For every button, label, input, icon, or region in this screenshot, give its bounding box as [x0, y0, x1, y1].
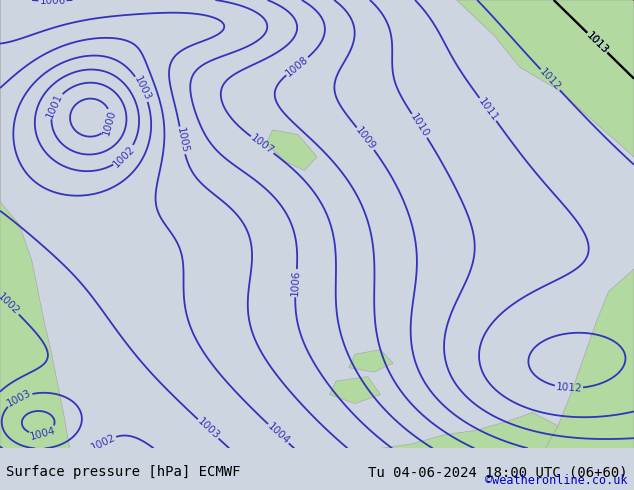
Text: 1003: 1003: [5, 388, 33, 409]
Text: 1002: 1002: [112, 144, 138, 169]
Text: Surface pressure [hPa] ECMWF: Surface pressure [hPa] ECMWF: [6, 465, 241, 479]
Text: 1005: 1005: [175, 126, 190, 154]
Text: 1006: 1006: [39, 0, 65, 6]
Text: 1009: 1009: [354, 125, 377, 152]
Text: 1011: 1011: [476, 96, 500, 123]
Text: 1004: 1004: [29, 425, 57, 441]
Text: 1003: 1003: [132, 75, 153, 103]
Polygon shape: [456, 0, 634, 157]
Text: 1002: 1002: [89, 432, 117, 453]
Text: 1012: 1012: [555, 382, 583, 393]
Text: 1010: 1010: [408, 112, 430, 140]
Text: 1004: 1004: [265, 421, 292, 446]
Text: 1012: 1012: [538, 67, 563, 93]
Polygon shape: [0, 0, 70, 448]
Text: 1001: 1001: [44, 92, 65, 120]
Polygon shape: [266, 130, 317, 171]
Text: 1007: 1007: [249, 133, 276, 157]
Polygon shape: [545, 269, 634, 448]
Text: 1000: 1000: [101, 109, 118, 136]
Text: 1013: 1013: [585, 30, 610, 55]
Text: ©weatheronline.co.uk: ©weatheronline.co.uk: [485, 474, 628, 487]
Text: 1013: 1013: [585, 30, 610, 55]
Text: 1002: 1002: [0, 292, 22, 317]
Text: Tu 04-06-2024 18:00 UTC (06+60): Tu 04-06-2024 18:00 UTC (06+60): [368, 465, 628, 479]
Polygon shape: [349, 350, 393, 372]
Polygon shape: [380, 413, 634, 448]
Text: 1008: 1008: [284, 54, 311, 78]
Text: 1006: 1006: [290, 270, 302, 296]
Text: 1003: 1003: [195, 416, 221, 441]
Polygon shape: [330, 377, 380, 404]
